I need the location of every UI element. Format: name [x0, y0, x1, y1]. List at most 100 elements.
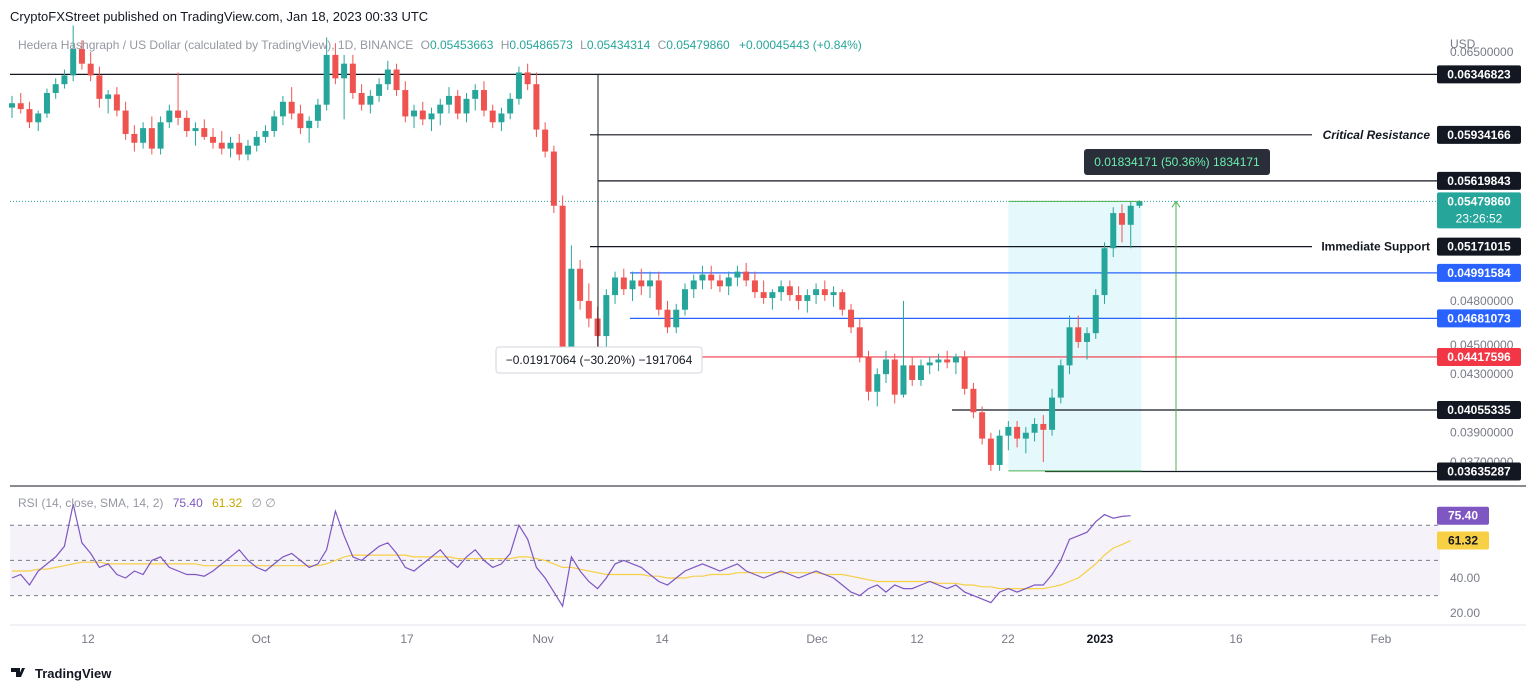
rsi-legend-sma: 61.32 [212, 496, 242, 510]
price-tag [1437, 65, 1521, 84]
candle-body [734, 271, 741, 278]
candle-body [821, 289, 828, 296]
rsi-sma-tag [1437, 531, 1489, 550]
candle-body [769, 292, 776, 299]
price-tags: 0.06346823 0.05934166 0.05619843 0.05171015… [1437, 65, 1521, 481]
candle-body [113, 94, 120, 111]
candle-body [716, 280, 723, 287]
time-tick-label: 16 [1229, 632, 1243, 646]
candles [9, 25, 1143, 471]
time-tick-label: 22 [1001, 632, 1015, 646]
candle-body [1049, 397, 1056, 430]
price-tag-label: 0.05619843 [1447, 174, 1511, 188]
price-tag [1437, 263, 1521, 282]
candle-body [384, 69, 391, 85]
candle-body [96, 75, 103, 99]
candle-body [900, 365, 907, 395]
candle-body [577, 268, 584, 301]
tradingview-logo: TradingView [11, 666, 112, 681]
candle-body [743, 271, 750, 281]
candle-body [542, 129, 549, 152]
candle-body [664, 309, 671, 328]
candle-body [944, 359, 951, 363]
rsi-line [11, 503, 1131, 608]
rise-measure-box [1084, 149, 1270, 175]
candle-body [917, 365, 924, 381]
rsi-value-label: 75.40 [1448, 509, 1478, 523]
current-price-label: 0.05479860 [1447, 194, 1511, 208]
candle-body [883, 359, 889, 375]
rsi-pane: 40.00 20.00 75.40 61.32 [10, 503, 1489, 620]
price-tag [1437, 171, 1521, 190]
price-tag [1437, 462, 1521, 481]
candle-body [157, 122, 164, 149]
candle-body [17, 103, 24, 110]
candle-body [515, 72, 522, 99]
candle-body [839, 292, 846, 310]
rsi-legend-value: 75.40 [173, 496, 203, 510]
candle-body [262, 131, 269, 137]
price-tick-label: 0.04300000 [1450, 367, 1514, 381]
currency-label: USD [1450, 37, 1476, 51]
candle-body [70, 49, 77, 76]
candle-body [314, 104, 321, 121]
price-tag-label: 0.04681073 [1447, 311, 1511, 325]
candle-body [419, 110, 426, 120]
price-tag-label: 0.04417596 [1447, 350, 1511, 364]
candle-body [795, 295, 802, 301]
price-tag [1437, 400, 1521, 419]
candle-body [358, 92, 365, 105]
candle-body [603, 295, 610, 337]
candle-body [297, 113, 304, 129]
time-tick-label: 17 [400, 632, 414, 646]
candle-body [87, 63, 94, 76]
current-price-tag [1437, 192, 1521, 229]
candle-body [1014, 426, 1021, 439]
candle-body [550, 151, 557, 206]
candle-body [288, 101, 295, 114]
candle-body [751, 280, 758, 293]
candle-body [786, 286, 793, 296]
candle-body [1127, 205, 1134, 225]
price-tag [1437, 237, 1521, 256]
candle-body [979, 412, 986, 439]
candle-body [690, 280, 697, 290]
candle-body [830, 292, 837, 296]
candle-body [909, 365, 916, 381]
candle-body [507, 98, 514, 114]
candle-body [1075, 327, 1082, 342]
rise-measure-label: 0.01834171 (50.36%) 1834171 [1094, 155, 1260, 169]
candle-body [559, 205, 566, 354]
candle-body [26, 109, 33, 123]
price-tick-label: 0.03900000 [1450, 426, 1514, 440]
candle-body [638, 280, 645, 287]
price-tag-label: 0.04055335 [1447, 403, 1511, 417]
candle-body [35, 113, 42, 123]
price-levels: Critical Resistance Immediate Support [10, 73, 1440, 473]
footer-brand: TradingView [35, 666, 112, 681]
level-note: Immediate Support [1321, 240, 1430, 254]
candle-body [874, 374, 881, 392]
candle-body [367, 95, 374, 105]
price-tick-label: 0.06500000 [1450, 45, 1514, 59]
candle-body [1005, 426, 1012, 436]
candle-body [271, 116, 278, 132]
legend-close: 0.05479860 [666, 38, 730, 52]
candle-body [778, 286, 785, 293]
candle-body [227, 142, 234, 149]
candle-body [629, 280, 636, 290]
candle-body [891, 359, 898, 395]
candle-body [1031, 423, 1038, 433]
candle-body [402, 90, 409, 117]
candle-body [1040, 423, 1047, 430]
candle-body [952, 356, 959, 363]
candle-body [760, 292, 767, 299]
candle-body [411, 110, 418, 117]
candle-body [1022, 432, 1029, 439]
candle-body [699, 274, 706, 281]
measure-tools: −0.01917064 (−30.20%) −1917064 0.01834171… [495, 73, 1270, 472]
candle-body [1136, 201, 1143, 206]
candle-body [725, 277, 732, 287]
candle-body [393, 69, 400, 91]
